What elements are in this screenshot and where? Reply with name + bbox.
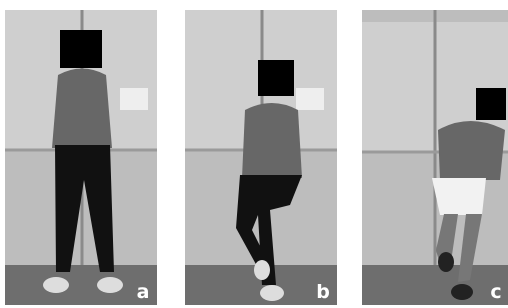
panel-a: a: [5, 10, 157, 305]
shoe: [438, 252, 454, 272]
face-blur: [60, 30, 102, 68]
sign: [120, 88, 148, 110]
figure: a b c: [0, 0, 508, 308]
panel-label: a: [137, 281, 150, 303]
shoe: [451, 284, 473, 300]
torso: [242, 103, 302, 178]
shoe: [254, 260, 270, 280]
sign: [296, 88, 324, 110]
shoe: [260, 285, 284, 301]
shoe: [43, 277, 69, 293]
panel-label: b: [316, 281, 330, 303]
panel-label: c: [490, 281, 501, 303]
floor: [362, 265, 508, 305]
panel-b: b: [185, 10, 337, 305]
floor: [5, 265, 157, 305]
face-blur: [476, 88, 506, 120]
shorts: [432, 178, 486, 215]
shoe: [97, 277, 123, 293]
torso: [52, 69, 112, 149]
panel-c: c: [362, 10, 508, 305]
torso: [438, 121, 505, 180]
face-blur: [258, 60, 294, 96]
